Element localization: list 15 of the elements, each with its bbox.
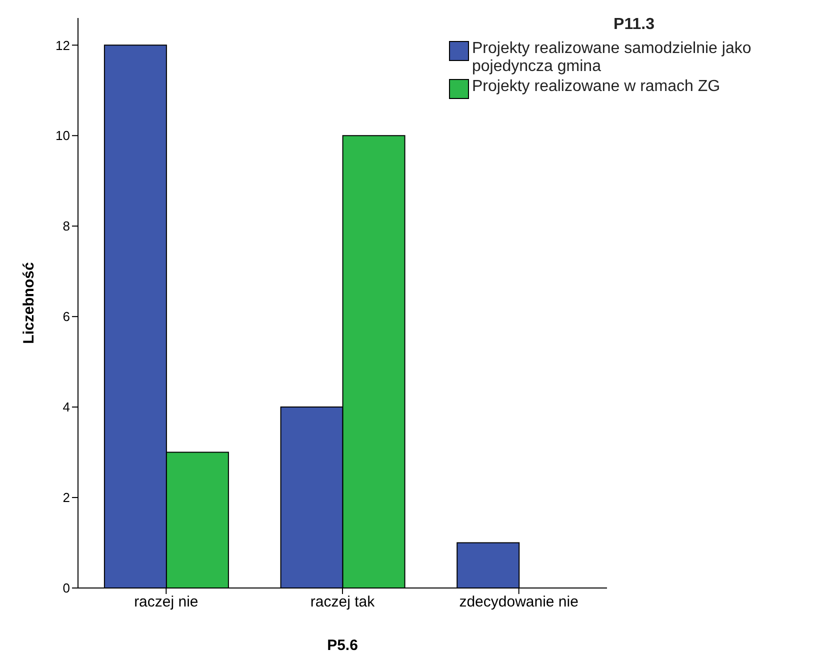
y-axis-title: Liczebność — [20, 262, 38, 344]
x-axis-title: P5.6 — [327, 637, 358, 654]
y-tick-label: 4 — [62, 400, 70, 415]
y-tick-label: 6 — [62, 309, 70, 324]
legend-label: Projekty realizowane samodzielnie jako pojedyncza gmina — [472, 40, 752, 76]
legend-label: Projekty realizowane w ramach ZG — [472, 78, 720, 96]
y-tick-label: 10 — [56, 128, 70, 144]
legend-title: P11.3 — [612, 16, 656, 34]
x-tick-label: raczej nie — [134, 594, 198, 611]
y-tick-label: 8 — [62, 218, 70, 234]
y-tick-label: 12 — [56, 38, 70, 53]
x-tick-label: raczej tak — [310, 594, 376, 611]
x-tick-label: zdecydowanie nie — [459, 594, 578, 611]
y-tick-label: 2 — [62, 490, 70, 506]
y-tick-label: 0 — [62, 580, 70, 596]
